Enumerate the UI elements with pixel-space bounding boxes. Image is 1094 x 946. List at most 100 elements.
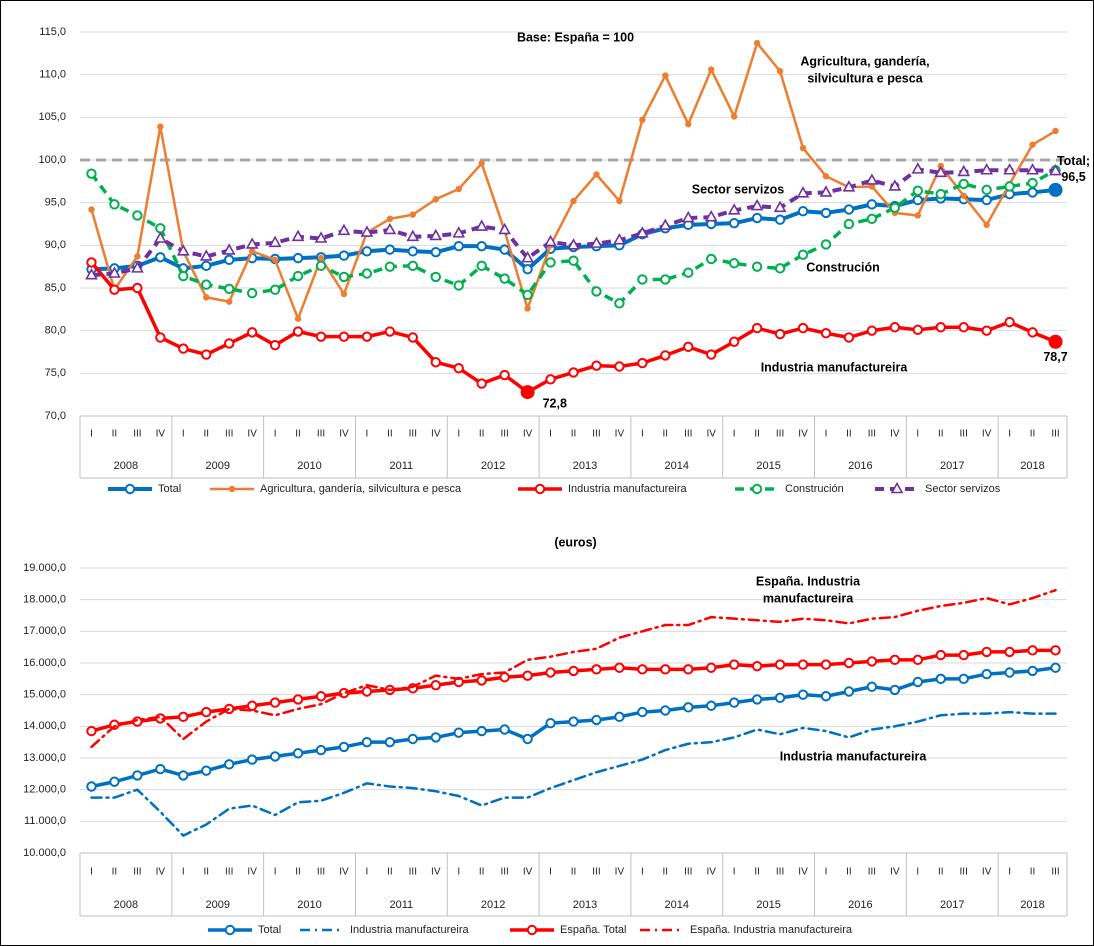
legend-label: Construción <box>785 483 844 495</box>
point <box>935 649 946 661</box>
x-tick-label: II <box>387 429 393 440</box>
annotation: silvicultura e pesca <box>807 71 923 85</box>
point <box>292 748 304 759</box>
y-tick-label: 90,0 <box>45 239 66 251</box>
point <box>660 274 671 285</box>
year-label: 2017 <box>940 460 964 472</box>
x-tick-label: I <box>457 867 460 878</box>
year-label: 2016 <box>848 460 872 472</box>
x-tick-label: III <box>225 867 233 878</box>
point <box>660 664 671 675</box>
annotation: Sector servizos <box>692 182 784 196</box>
point <box>269 339 281 351</box>
point <box>384 261 396 272</box>
point <box>245 237 259 249</box>
point <box>704 210 718 222</box>
x-tick-label: IV <box>890 867 900 878</box>
x-tick-label: IV <box>982 867 992 878</box>
point <box>132 282 143 294</box>
x-tick-label: I <box>733 429 736 440</box>
year-label: 2012 <box>481 460 505 472</box>
point <box>269 284 281 295</box>
x-tick-label: IV <box>339 867 349 878</box>
legend-marker <box>224 924 236 936</box>
x-tick-label: IV <box>706 429 716 440</box>
point <box>912 194 924 206</box>
legend-label: Total <box>258 924 281 936</box>
x-tick-label: I <box>366 429 369 440</box>
point <box>430 732 441 743</box>
x-tick-label: II <box>846 429 852 440</box>
y-tick-label: 100,0 <box>38 154 66 166</box>
x-tick-label: IV <box>156 429 166 440</box>
point <box>751 322 763 334</box>
point <box>728 697 740 708</box>
point <box>820 207 832 219</box>
point <box>430 679 441 691</box>
point <box>797 322 809 334</box>
point <box>315 260 327 272</box>
point <box>1029 141 1036 148</box>
point <box>524 305 531 312</box>
annotation: Agricultura, gandería, <box>800 54 929 68</box>
x-tick-label: III <box>500 429 508 440</box>
point <box>155 252 166 263</box>
point <box>338 331 350 342</box>
point <box>637 664 648 675</box>
annotation: Industria manufactureira <box>780 749 928 763</box>
x-tick-label: II <box>479 429 485 440</box>
point <box>706 662 717 673</box>
point <box>178 770 189 781</box>
point <box>751 212 763 224</box>
point <box>1050 645 1061 656</box>
point <box>728 258 740 269</box>
x-tick-label: I <box>90 429 93 440</box>
point <box>315 331 327 342</box>
point <box>178 343 189 354</box>
point <box>774 214 786 225</box>
x-tick-label: II <box>203 867 209 878</box>
x-tick-label: II <box>754 429 760 440</box>
point <box>361 268 373 279</box>
year-label: 2018 <box>1020 899 1044 911</box>
point <box>685 120 692 128</box>
point <box>591 664 602 675</box>
x-tick-label: III <box>409 429 417 440</box>
point <box>751 694 763 705</box>
data-label: Total; 96,5 <box>1057 154 1090 184</box>
point <box>662 72 669 79</box>
x-tick-label: II <box>1030 429 1036 440</box>
point <box>751 261 763 272</box>
point <box>843 686 855 697</box>
point <box>958 673 969 685</box>
year-label: 2018 <box>1020 460 1044 472</box>
point <box>889 654 901 666</box>
point <box>660 350 671 361</box>
x-tick-label: III <box>317 429 325 440</box>
y-tick-label: 10.000,0 <box>23 847 66 859</box>
point <box>407 246 419 257</box>
year-label: 2008 <box>114 460 138 472</box>
year-label: 2013 <box>573 899 597 911</box>
y-tick-label: 13.000,0 <box>23 752 66 764</box>
x-tick-label: III <box>776 867 784 878</box>
x-tick-label: I <box>549 429 552 440</box>
point <box>981 325 992 336</box>
point <box>843 657 855 669</box>
point <box>593 171 600 178</box>
point <box>822 173 830 180</box>
year-label: 2012 <box>481 899 505 911</box>
legend-label: España. Industria manufactureira <box>690 924 853 936</box>
series-line <box>90 588 1057 749</box>
point <box>728 336 740 347</box>
x-tick-label: IV <box>798 867 808 878</box>
x-tick-label: III <box>684 867 692 878</box>
point <box>935 673 946 685</box>
legend-label: España. Total <box>560 924 626 936</box>
point <box>912 676 924 688</box>
point <box>820 328 832 339</box>
year-label: 2014 <box>665 899 689 911</box>
data-label: 72,8 <box>543 396 567 410</box>
point <box>935 188 946 200</box>
y-tick-label: 18.000,0 <box>23 594 66 606</box>
